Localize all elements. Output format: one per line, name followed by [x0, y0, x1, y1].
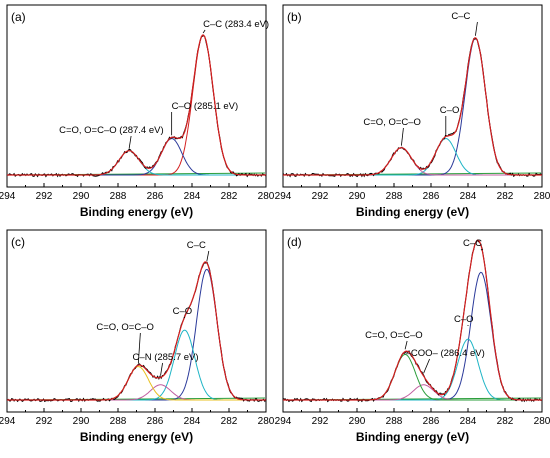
x-tick-label: 290	[349, 191, 366, 202]
x-tick-label: 284	[184, 416, 201, 427]
x-tick-label: 292	[312, 416, 329, 427]
panel-label: (c)	[11, 235, 25, 249]
x-tick-label: 290	[73, 191, 90, 202]
annotation-leader	[160, 362, 163, 376]
envelope-fit-line	[7, 34, 266, 176]
annotation-c-o-o-c-o: C=O, O=C–O	[96, 322, 154, 333]
annotation-c-c: C–C	[451, 11, 470, 22]
x-tick-label: 284	[460, 416, 477, 427]
annotation-coo-286-4-ev: –COO– (286.4 eV)	[406, 348, 485, 359]
x-tick-label: 284	[184, 191, 201, 202]
annotation-leader	[202, 29, 206, 34]
x-tick-label: 294	[0, 191, 16, 202]
x-axis-label: Binding energy (eV)	[80, 205, 193, 219]
annotation-c-o-o-c-o: C=O, O=C–O	[365, 330, 423, 341]
x-tick-label: 280	[534, 191, 550, 202]
annotation-leader	[401, 127, 404, 146]
x-tick-label: 288	[386, 416, 403, 427]
annotation-leader	[206, 250, 210, 262]
x-tick-label: 286	[423, 191, 440, 202]
x-tick-label: 288	[110, 191, 127, 202]
x-tick-label: 294	[275, 416, 292, 427]
x-tick-label: 294	[275, 191, 292, 202]
annotation-c-c: C–C	[187, 240, 206, 251]
x-tick-label: 280	[534, 416, 550, 427]
annotation-leader	[137, 332, 141, 364]
panel-d: 294 292 290 288 286 284 282 280 Binding energy (…	[275, 229, 550, 444]
annotation-c-o-o-c-o: C=O, O=C–O	[363, 117, 421, 128]
envelope-fit-line	[7, 261, 266, 401]
plot-frame	[6, 4, 267, 188]
x-tick-label: 282	[221, 416, 238, 427]
x-axis-label: Binding energy (eV)	[356, 205, 469, 219]
annotation-c-n-285-7-ev: C–N (285.7 eV)	[133, 352, 199, 363]
peak-287-4-line	[283, 353, 542, 401]
x-tick-label: 288	[110, 416, 127, 427]
x-tick-label: 290	[349, 416, 366, 427]
envelope-fit-line	[283, 239, 542, 401]
annotation-leader	[480, 248, 484, 251]
peak-287-4-line	[7, 150, 266, 176]
experimental-line	[282, 239, 542, 403]
x-tick-label: 286	[147, 191, 164, 202]
experimental-line	[282, 38, 543, 178]
x-tick-label: 282	[497, 191, 514, 202]
annotation-c-o: C–O	[173, 306, 193, 317]
peak-285-2-line	[283, 137, 542, 176]
annotation-c-o: C–O	[454, 314, 474, 325]
x-tick-label: 292	[36, 191, 53, 202]
x-tick-label: 294	[0, 416, 16, 427]
x-tick-label: 280	[258, 416, 275, 427]
x-tick-label: 292	[36, 416, 53, 427]
panel-c: 294 292 290 288 286 284 282 280 Binding energy (…	[0, 229, 275, 444]
annotation-leader	[423, 358, 430, 374]
annotation-leader	[404, 340, 408, 350]
annotation-leader	[475, 21, 478, 36]
x-tick-label: 282	[221, 191, 238, 202]
panel-a: 294 292 290 288 286 284 282 280 Binding energy (…	[0, 4, 275, 219]
annotation-c-c: C–C	[463, 238, 482, 249]
annotation-c-o-o-c-o-287-4-ev: C=O, O=C–O (287.4 eV)	[59, 125, 164, 136]
x-tick-label: 286	[423, 416, 440, 427]
annotation-c-c-283-4-ev: C–C (283.4 eV)	[203, 19, 269, 30]
peak-284-4-line	[7, 329, 266, 401]
annotation-c-o-285-1-ev: C–O (285.1 eV)	[172, 101, 239, 112]
x-axis-label: Binding energy (eV)	[80, 430, 193, 444]
annotation-c-o: C–O	[440, 105, 460, 116]
panel-label: (b)	[287, 10, 302, 24]
peak-283-6-line	[283, 37, 542, 176]
x-tick-label: 284	[460, 191, 477, 202]
panel-label: (a)	[11, 10, 26, 24]
peak-285-7-line	[7, 384, 266, 401]
x-tick-label: 292	[312, 191, 329, 202]
x-tick-label: 280	[258, 191, 275, 202]
annotation-leader	[128, 135, 132, 149]
envelope-fit-line	[283, 37, 542, 176]
x-tick-label: 290	[73, 416, 90, 427]
x-tick-label: 288	[386, 191, 403, 202]
x-tick-label: 282	[497, 416, 514, 427]
x-axis-label: Binding energy (eV)	[356, 430, 469, 444]
plot-frame	[6, 229, 267, 413]
x-tick-label: 286	[147, 416, 164, 427]
plot-frame	[282, 229, 543, 413]
panel-b: 294 292 290 288 286 284 282 280 Binding energy (…	[275, 4, 550, 219]
panel-label: (d)	[287, 235, 302, 249]
